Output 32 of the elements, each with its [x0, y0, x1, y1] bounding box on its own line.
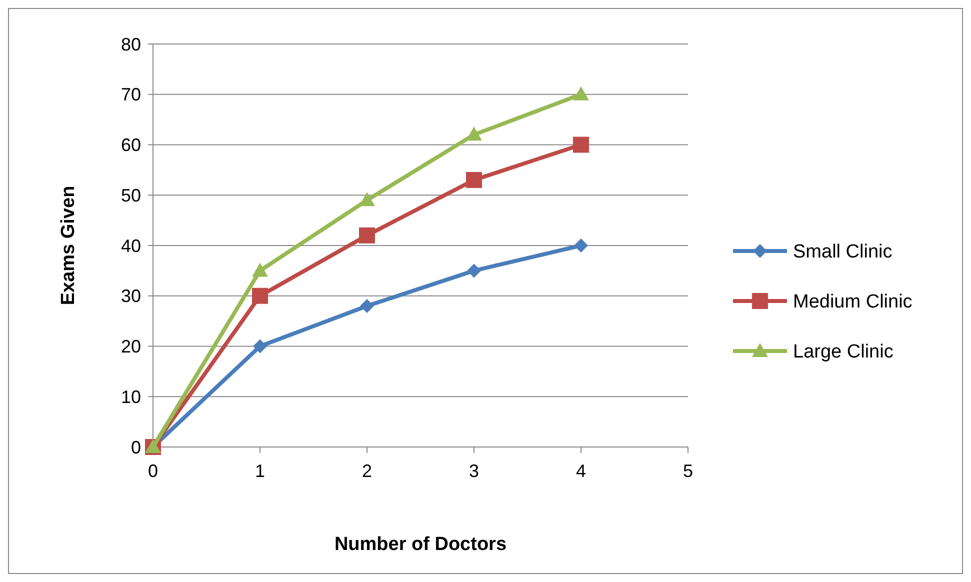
x-tick-label: 3 [468, 461, 480, 481]
point [466, 172, 482, 188]
y-tick-label: 0 [130, 437, 141, 458]
x-tick-label: 5 [682, 461, 694, 481]
y-tick-label: 80 [120, 34, 141, 54]
y-tick-label: 30 [120, 286, 141, 306]
x-axis-title: Number of Doctors [334, 534, 507, 555]
point [253, 339, 267, 354]
point [252, 262, 268, 277]
y-tick-label: 20 [120, 336, 141, 357]
point [467, 264, 481, 278]
point [359, 227, 375, 244]
point [252, 288, 268, 304]
legend-label: Large Clinic [793, 342, 894, 363]
y-tick-label: 10 [120, 386, 141, 407]
x-tick-label: 2 [362, 461, 372, 481]
y-tick-label: 50 [120, 185, 141, 206]
point [359, 192, 375, 206]
x-tick-label: 1 [254, 461, 266, 481]
point [573, 86, 589, 100]
point [573, 136, 589, 153]
y-tick-label: 70 [120, 84, 141, 105]
y-tick-label: 60 [120, 135, 141, 156]
x-tick-label: 4 [576, 461, 586, 481]
legend-label: Medium Clinic [793, 292, 912, 313]
legend-label: Small Clinic [793, 242, 892, 263]
y-tick-label: 40 [120, 236, 141, 256]
y-axis-title: Exams Given [58, 186, 79, 306]
point [466, 126, 482, 141]
point [360, 298, 374, 313]
x-tick-label: 0 [148, 461, 158, 481]
point [574, 238, 588, 252]
